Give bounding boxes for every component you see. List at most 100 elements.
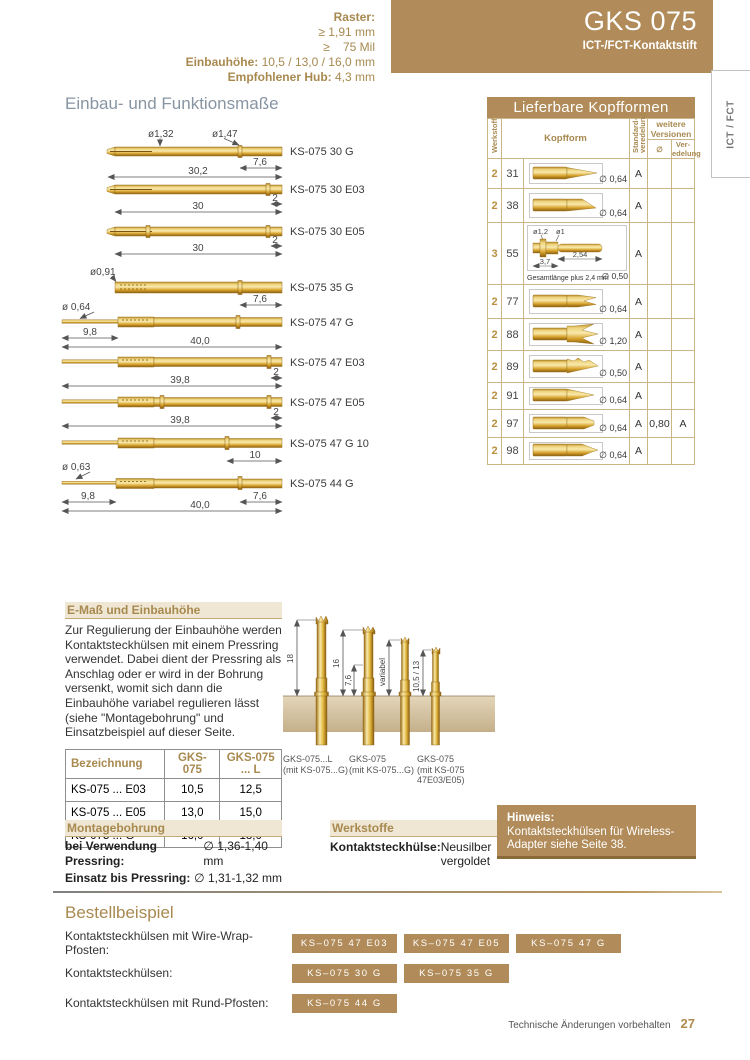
probe-row-30G: ø1,32 ø1,47 KS-075 30 G 7,6 30,2 (106, 129, 354, 180)
svg-text:2: 2 (273, 407, 279, 418)
werkstoff-value: 2 (487, 284, 502, 319)
kopfform-image: ø1,2 ø1 2,54 3,7 (532, 227, 603, 269)
standard-veredelung-value: A (629, 382, 648, 410)
kopfform-image (532, 166, 598, 179)
svg-text:KS-075 47 G 10: KS-075 47 G 10 (290, 438, 369, 450)
kopfform-row: 2 31 ∅ 0,64 A (487, 158, 696, 189)
kopfform-note: Gesamtlänge plus 2,4 mm (527, 275, 609, 282)
svg-text:16: 16 (332, 659, 341, 668)
weitere-durchmesser-value (647, 284, 672, 319)
spec-block: Raster: ≥ 1,91 mm ≥ 75 Mil Einbauhöhe: 1… (95, 10, 375, 85)
col-kopfform: Kopfform (501, 118, 630, 159)
svg-text:39,8: 39,8 (170, 415, 190, 426)
bestellbeispiel-rows: Kontaktsteckhülsen mit Wire-Wrap-Pfosten… (65, 929, 705, 1023)
svg-text:7,6: 7,6 (253, 491, 267, 502)
order-code-badge: KS–075 47 E05 (404, 933, 509, 953)
weitere-durchmesser-value: 0,80 (647, 409, 672, 438)
page-footer: Technische Änderungen vorbehalten 27 (395, 1016, 695, 1031)
weitere-veredelung-value (670, 318, 696, 351)
emass-col-gks075: GKS-075 (164, 748, 221, 779)
emass-row: KS-075 ... E03 10,5 12,5 (64, 777, 282, 802)
svg-text:7,6: 7,6 (253, 157, 267, 168)
svg-text:ø1: ø1 (556, 227, 565, 236)
kopfform-cell: ∅ 0,64 (523, 158, 630, 189)
werkstoff-value: 2 (487, 188, 502, 223)
hinweis-title: Hinweis: (507, 812, 555, 824)
standard-veredelung-value: A (629, 318, 648, 351)
svg-text:9,8: 9,8 (81, 491, 95, 502)
order-code-badge: KS–075 30 G (292, 963, 397, 983)
kopfform-image (532, 294, 597, 307)
svg-text:7,6: 7,6 (253, 294, 267, 305)
svg-text:2: 2 (272, 193, 278, 204)
montagebohrung-rows: bei Verwendung Pressring: ∅ 1,36-1,40 mm E… (65, 839, 282, 886)
montagebohrung-title: Montagebohrung (65, 820, 282, 837)
werkstoff-value: 2 (487, 437, 502, 465)
raster-label: Raster: (333, 10, 375, 24)
standard-veredelung-value: A (629, 158, 648, 189)
probe-row-47G10: KS-075 47 G 10 10 (61, 436, 369, 464)
bestell-row: Kontaktsteckhülsen mit Rund-Pfosten: KS–0… (65, 993, 705, 1013)
hinweis-text: Kontaktsteckhülsen für Wireless-Adapter … (507, 825, 675, 852)
bestell-label: Kontaktsteckhülsen mit Rund-Pfosten: (65, 996, 269, 1010)
kopfform-diameter: ∅ 0,64 (599, 208, 627, 218)
kopfform-cell: ∅ 0,64 (523, 188, 630, 223)
svg-text:9,8: 9,8 (83, 327, 97, 338)
probe-row-47E05: KS-075 47 E05 2 39,8 (61, 395, 365, 429)
svg-text:ø 0,64: ø 0,64 (62, 302, 91, 313)
figure-caption-2: GKS-075 (mit KS-075...G) (349, 754, 415, 775)
kopfform-nr: 77 (501, 284, 524, 319)
kopfform-nr: 38 (501, 188, 524, 223)
svg-text:ø1,32: ø1,32 (148, 129, 174, 140)
werkstoff-value: 2 (487, 409, 502, 438)
kopfform-diameter: ∅ 0,64 (599, 395, 627, 405)
svg-text:40,0: 40,0 (190, 500, 210, 511)
bestell-label: Kontaktsteckhülsen mit Wire-Wrap-Pfosten… (65, 929, 253, 957)
weitere-veredelung-value (670, 158, 696, 189)
svg-text:KS-075 44 G: KS-075 44 G (290, 478, 354, 490)
product-subtitle: ICT-/FCT-Kontaktstift (582, 40, 697, 52)
hinweis-box: Hinweis: Kontaktsteckhülsen für Wireless… (497, 805, 696, 859)
kopfform-diameter: ∅ 1,20 (599, 336, 627, 346)
emass-section: E-Maß und Einbauhöhe Zur Regulierung der… (64, 602, 282, 848)
svg-text:30: 30 (192, 243, 204, 254)
kopfform-row: 2 88 ∅ 1,20 A (487, 318, 696, 351)
page-number: 27 (680, 1016, 695, 1031)
install-figure: 18 16 7,6 variabel 10,5 / 13 GKS-075...L… (283, 608, 495, 800)
kopfform-cell: ∅ 0,64 (523, 437, 630, 465)
svg-text:2: 2 (272, 235, 278, 246)
kopfform-cell: ø1,2 ø1 2,54 3,7 Gesamtlänge plus 2,4 mm ∅ 0,… (523, 222, 630, 285)
weitere-durchmesser-value (647, 382, 672, 410)
werkstoff-value: 2 (487, 318, 502, 351)
svg-text:2,54: 2,54 (573, 250, 588, 259)
kopfform-nr: 31 (501, 158, 524, 189)
emass-col-bezeichnung: Bezeichnung (64, 748, 166, 779)
weitere-veredelung-value (670, 284, 696, 319)
svg-text:ø1,2: ø1,2 (533, 227, 548, 236)
col-standardveredelung: Standard-veredelung (629, 113, 648, 159)
col-weitere-versionen: weitere Versionen (646, 118, 696, 140)
bestell-label: Kontaktsteckhülsen: (65, 966, 173, 980)
standard-veredelung-value: A (629, 350, 648, 383)
emass-text: Zur Regulierung der Einbauhöhe werden Ko… (65, 623, 282, 740)
weitere-veredelung-value (670, 437, 696, 465)
order-code-badge: KS–075 47 E03 (292, 933, 397, 953)
einbauhoehe-label: Einbauhöhe: (185, 55, 259, 69)
kopfformen-title: Lieferbare Kopfformen (487, 97, 695, 118)
montage-row: bei Verwendung Pressring: ∅ 1,36-1,40 mm (65, 839, 268, 868)
kopfform-nr: 89 (501, 350, 524, 383)
footer-note: Technische Änderungen vorbehalten (508, 1020, 671, 1031)
col-weitere-durchmesser: ∅ (647, 139, 672, 159)
kopfform-cell: ∅ 0,50 (523, 350, 630, 383)
svg-text:10: 10 (249, 450, 261, 461)
chapter-tab-label: ICT / FCT (725, 99, 737, 149)
standard-veredelung-value: A (629, 284, 648, 319)
kopfform-image (532, 324, 599, 344)
weitere-durchmesser-value (647, 158, 672, 189)
probe-row-47G: ø 0,64 KS-075 47 G 9,8 40,0 (61, 302, 354, 350)
standard-veredelung-value: A (629, 222, 648, 285)
svg-text:10,5 / 13: 10,5 / 13 (412, 660, 421, 692)
svg-text:7,6: 7,6 (344, 674, 353, 686)
kopfformen-table: Lieferbare Kopfformen Werkstoff Kopfform… (487, 97, 701, 465)
montage-row: Einsatz bis Pressring: ∅ 1,31-1,32 mm (65, 871, 282, 885)
